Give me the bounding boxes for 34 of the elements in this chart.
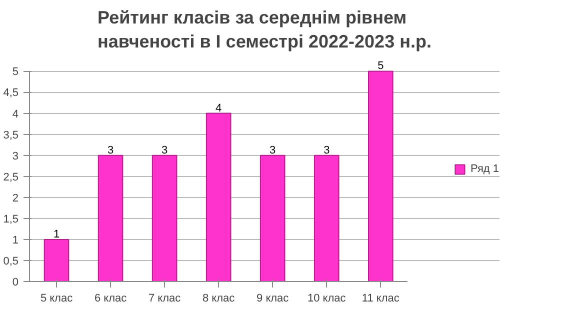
- y-tick-label: 0: [12, 276, 19, 288]
- bar: [206, 112, 232, 282]
- x-tick-label: 9 клас: [256, 292, 290, 304]
- bar: [152, 154, 178, 282]
- x-tick-label: 5 клас: [40, 292, 74, 304]
- chart-title: Рейтинг класів за середнім рівнем навченості в І семестрі 2022-2023 н.р.: [98, 8, 432, 52]
- data-label: 4: [216, 102, 222, 114]
- bar: [260, 154, 286, 282]
- data-label: 3: [107, 144, 114, 156]
- data-label: 3: [270, 144, 276, 156]
- y-tick-label: 4,5: [3, 87, 19, 100]
- y-tick-label: 3,5: [3, 129, 19, 142]
- y-tick-label: 2,5: [3, 171, 19, 184]
- bar: [368, 70, 394, 282]
- x-tick-label: 11 клас: [362, 292, 400, 304]
- data-label: 3: [162, 144, 168, 156]
- y-tick-label: 3: [12, 150, 19, 162]
- y-tick-label: 1,5: [3, 213, 19, 226]
- x-tick-label: 6 клас: [94, 292, 128, 304]
- bar: [44, 238, 70, 282]
- bar: [314, 154, 340, 282]
- data-label: 5: [378, 60, 384, 72]
- data-label: 3: [324, 144, 330, 156]
- x-tick-label: 8 клас: [202, 292, 236, 304]
- y-tick-label: 1: [12, 234, 19, 246]
- y-tick-label: 5: [12, 66, 19, 78]
- y-tick-label: 4: [12, 108, 19, 120]
- y-tick-label: 0,5: [3, 255, 19, 268]
- y-tick-label: 2: [12, 192, 19, 204]
- legend-label: Ряд 1: [470, 162, 499, 174]
- data-label: 1: [53, 228, 60, 240]
- x-tick-label: 7 клас: [148, 292, 182, 304]
- x-tick-label: 10 клас: [307, 292, 346, 304]
- bar: [98, 154, 124, 282]
